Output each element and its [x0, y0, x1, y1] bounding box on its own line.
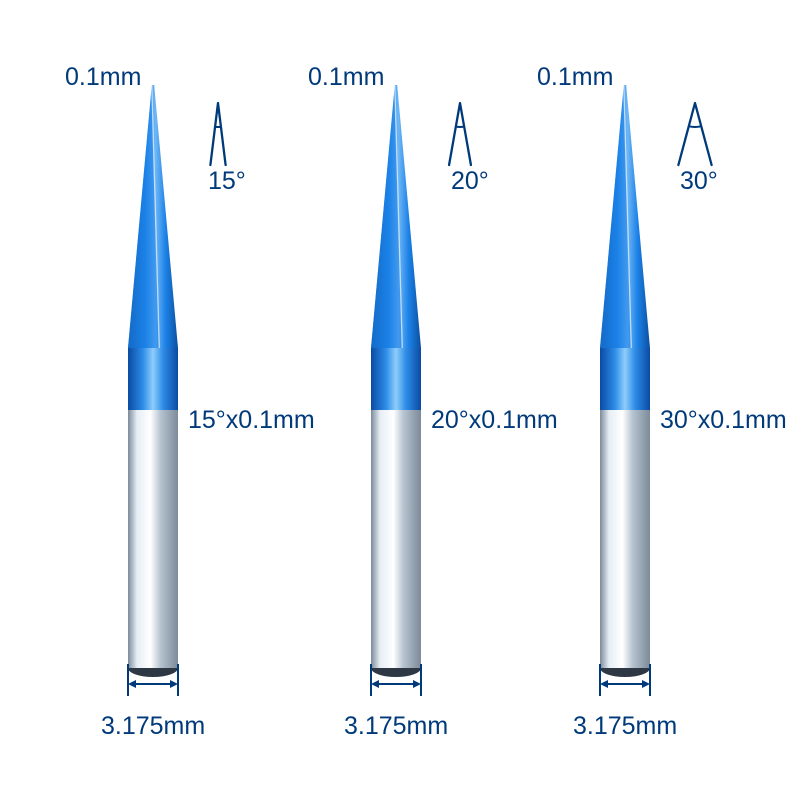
angle-label: 15° — [208, 167, 246, 196]
angle-label: 20° — [451, 167, 489, 196]
tip-width-label: 0.1mm — [537, 63, 613, 92]
diagram-canvas — [0, 0, 800, 800]
bit-shank — [600, 408, 650, 668]
bit-collar — [371, 348, 421, 410]
angle-indicator-icon — [210, 103, 225, 165]
bit-shank — [128, 408, 178, 668]
spec-label: 20°x0.1mm — [431, 406, 558, 435]
bit-collar — [128, 348, 178, 410]
bit-shank — [371, 408, 421, 668]
spec-label: 15°x0.1mm — [188, 406, 315, 435]
bit-collar — [600, 348, 650, 410]
angle-indicator-icon — [449, 103, 471, 165]
tip-width-label: 0.1mm — [65, 63, 141, 92]
shank-width-label: 3.175mm — [101, 712, 205, 741]
tip-width-label: 0.1mm — [308, 63, 384, 92]
shank-width-label: 3.175mm — [344, 712, 448, 741]
angle-label: 30° — [680, 167, 718, 196]
spec-label: 30°x0.1mm — [660, 406, 787, 435]
shank-width-label: 3.175mm — [573, 712, 677, 741]
angle-indicator-icon — [678, 103, 711, 165]
